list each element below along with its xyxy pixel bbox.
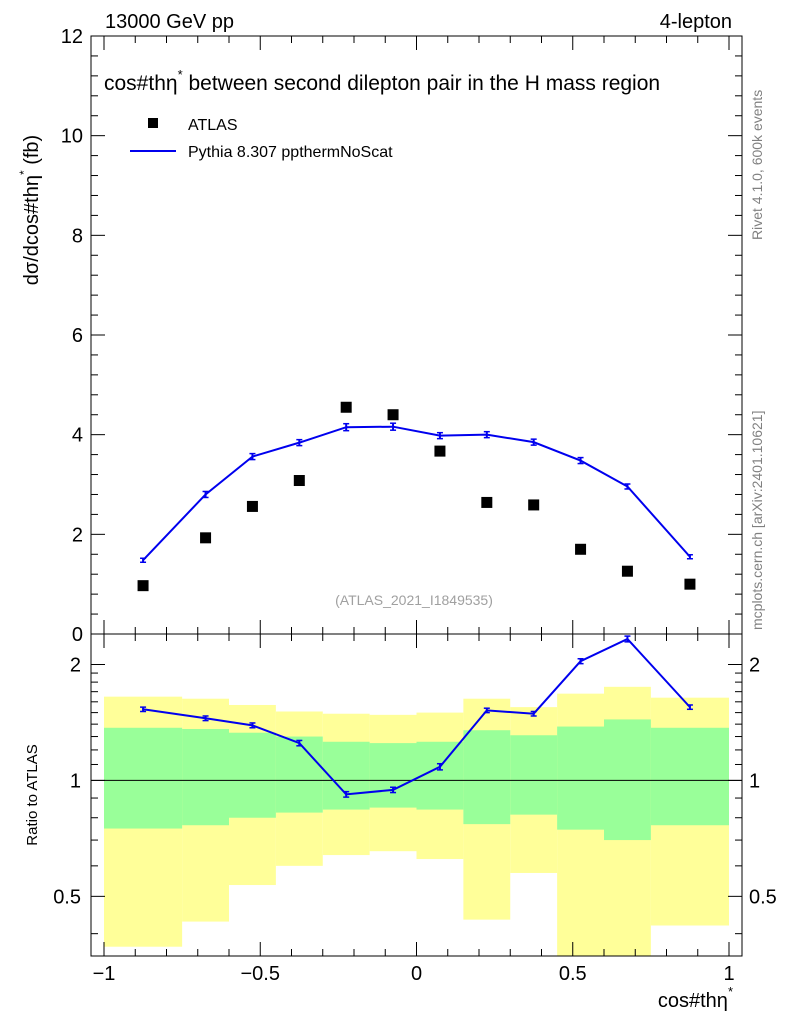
ratio-plot-area: −1 −0.5 0 0.5 1 0.5 0.5 1 1 2 2 bbox=[53, 634, 777, 985]
plot-title-rest: between second dilepton pair in the H ma… bbox=[183, 72, 660, 95]
ratio-ytick-label: 0.5 bbox=[53, 886, 81, 908]
ratio-frame bbox=[90, 633, 743, 957]
band-inner bbox=[104, 727, 183, 829]
band-inner bbox=[275, 736, 323, 813]
x-axis-label: cos#thη* bbox=[658, 984, 733, 1012]
x-axis-label-main: cos#thη bbox=[658, 990, 728, 1012]
main-ylabel-sup: * bbox=[17, 170, 31, 175]
main-ytick-label: 10 bbox=[61, 126, 83, 148]
main-ylabel-unit: (fb) bbox=[21, 135, 43, 171]
ratio-ytick-label-right: 2 bbox=[749, 654, 760, 676]
band-inner bbox=[510, 735, 558, 815]
x-axis-label-sup: * bbox=[728, 984, 733, 999]
data-point bbox=[387, 409, 399, 421]
energy-label: 13000 GeV pp bbox=[105, 11, 234, 33]
side-label-rivet: Rivet 4.1.0, 600k events bbox=[749, 90, 765, 240]
main-ytick-label: 4 bbox=[72, 425, 83, 447]
band-inner bbox=[416, 741, 464, 810]
main-ylabel: dσ/dcos#thη* (fb) bbox=[17, 135, 43, 285]
data-point bbox=[200, 532, 212, 544]
main-plot-area: 0 2 4 6 8 10 12 bbox=[61, 26, 742, 646]
data-point bbox=[528, 499, 540, 511]
legend-label-mc: Pythia 8.307 ppthermNoScat bbox=[188, 144, 393, 161]
main-ytick-label: 8 bbox=[72, 225, 83, 247]
data-point bbox=[481, 496, 493, 508]
ratio-ylabel: Ratio to ATLAS bbox=[24, 744, 41, 845]
data-point bbox=[575, 543, 587, 555]
band-inner bbox=[557, 726, 604, 830]
band-inner bbox=[229, 732, 276, 818]
band-inner bbox=[604, 719, 651, 841]
band-inner bbox=[322, 741, 370, 810]
plot-title-sup: * bbox=[178, 67, 183, 82]
main-ytick-label: 0 bbox=[72, 624, 83, 646]
band-inner bbox=[463, 730, 511, 825]
side-label-site: mcplots.cern.ch [arXiv:2401.10621] bbox=[749, 411, 765, 630]
band-inner bbox=[182, 728, 229, 826]
data-point bbox=[434, 445, 446, 457]
main-ytick-label: 12 bbox=[61, 26, 83, 48]
data-point bbox=[137, 580, 149, 592]
ratio-xtick-label: 0.5 bbox=[559, 963, 587, 985]
process-label: 4-lepton bbox=[660, 11, 732, 33]
data-point bbox=[293, 475, 305, 487]
band-inner bbox=[650, 727, 729, 826]
ratio-xtick-label: −0.5 bbox=[241, 963, 280, 985]
ratio-ytick-label-right: 0.5 bbox=[749, 886, 777, 908]
band-inner bbox=[369, 743, 417, 808]
data-point bbox=[621, 565, 633, 577]
plot-title: cos#thη* between second dilepton pair in… bbox=[104, 67, 660, 95]
legend-marker-data bbox=[148, 118, 158, 128]
ratio-panel: −1 −0.5 0 0.5 1 0.5 0.5 1 1 2 2 Ratio to ATLAS cos… bbox=[24, 633, 777, 1012]
ratio-xtick-label: 0 bbox=[411, 963, 422, 985]
main-ytick-label: 6 bbox=[72, 325, 83, 347]
data-point bbox=[340, 401, 352, 413]
plot-title-main: cos#thη bbox=[104, 72, 178, 95]
data-point bbox=[684, 578, 696, 590]
ratio-ytick-label: 1 bbox=[70, 770, 81, 792]
data-point bbox=[246, 500, 258, 512]
ratio-xtick-label: −1 bbox=[93, 963, 116, 985]
main-ylabel-main: dσ/dcos#thη bbox=[21, 175, 43, 285]
watermark: (ATLAS_2021_I1849535) bbox=[335, 592, 493, 608]
main-ytick-label: 2 bbox=[72, 524, 83, 546]
legend-label-data: ATLAS bbox=[188, 117, 238, 134]
ratio-ytick-label-right: 1 bbox=[749, 770, 760, 792]
legend: ATLAS Pythia 8.307 ppthermNoScat bbox=[130, 117, 393, 161]
ratio-mc-line bbox=[142, 637, 691, 796]
ratio-ytick-label: 2 bbox=[70, 654, 81, 676]
mc-line bbox=[142, 425, 691, 561]
ratio-xtick-label: 1 bbox=[723, 963, 734, 985]
